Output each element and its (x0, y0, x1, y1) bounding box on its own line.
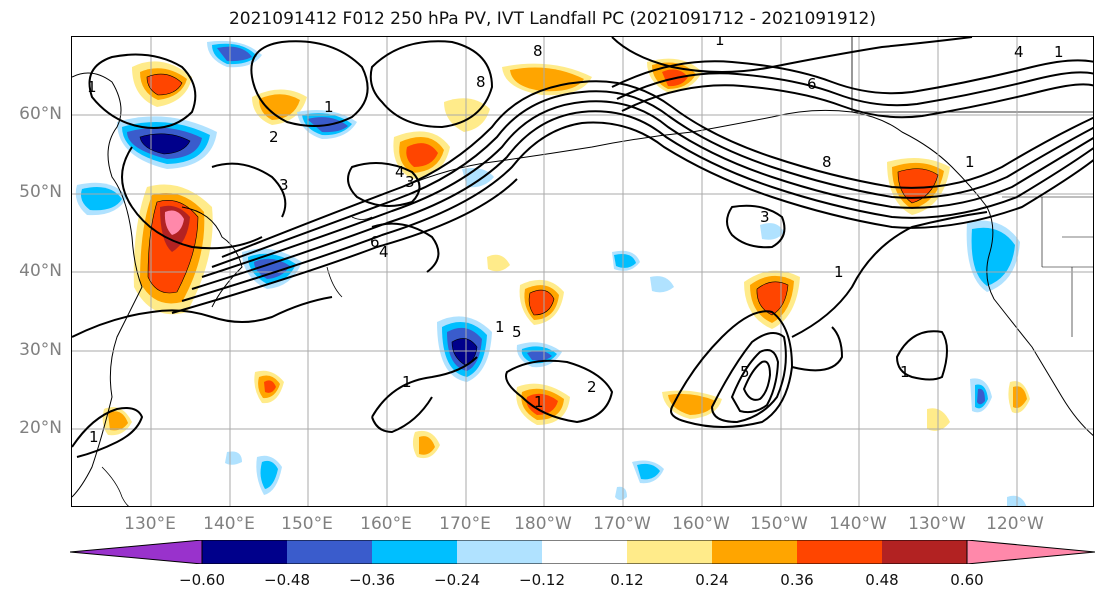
colorbar-segment (542, 540, 627, 564)
colorbar-tick-label: 0.60 (950, 571, 984, 589)
contour-label: 3 (279, 176, 289, 194)
map-panel[interactable]: 1 1 2 3 4 4 5 6 8 8 3 3 1 1 1 1 2 1 1 8 … (71, 36, 1094, 507)
contour-label: 6 (370, 233, 380, 251)
shaded-anomalies (75, 40, 1030, 506)
lat-label: 20°N (19, 418, 62, 438)
lat-label: 50°N (19, 182, 62, 202)
lon-label: 120°W (986, 514, 1044, 534)
shading-outlines (139, 73, 939, 366)
contour-label: 5 (512, 323, 522, 341)
lon-label: 140°E (203, 514, 255, 534)
contour-label: 1 (87, 78, 97, 96)
contour-label: 1 (715, 37, 725, 49)
lon-label: 150°E (281, 514, 333, 534)
contour-label: 1 (1054, 43, 1064, 61)
contour-label: 4 (1014, 43, 1024, 61)
colorbar-tick-label: −0.36 (349, 571, 395, 589)
colorbar-segment (627, 540, 712, 564)
contour-label: 1 (495, 318, 505, 336)
contour-label: 1 (534, 393, 544, 411)
map-canvas[interactable]: 1 1 2 3 4 4 5 6 8 8 3 3 1 1 1 1 2 1 1 8 … (72, 37, 1094, 507)
contour-label: 2 (269, 128, 279, 146)
lon-label: 140°W (829, 514, 887, 534)
coastlines (72, 37, 1093, 506)
colorbar-tick-label: 0.24 (695, 571, 729, 589)
contour-label: 3 (760, 208, 770, 226)
contour-label: 1 (402, 373, 412, 391)
lat-label: 60°N (19, 104, 62, 124)
lon-label: 170°W (593, 514, 651, 534)
lat-label: 30°N (19, 340, 62, 360)
contour-label: 1 (900, 363, 910, 381)
contour-label: 4 (395, 163, 405, 181)
lon-label: 170°E (439, 514, 491, 534)
lon-label: 180°W (514, 514, 572, 534)
contour-label: 8 (533, 42, 543, 60)
contour-label: 6 (807, 75, 817, 93)
contour-label: 8 (822, 153, 832, 171)
lon-label: 130°W (908, 514, 966, 534)
colorbar-segment (797, 540, 882, 564)
colorbar-tick-label: −0.24 (434, 571, 480, 589)
contour-label: 4 (379, 243, 389, 261)
contour-label: 1 (834, 263, 844, 281)
colorbar-tick-label: −0.60 (179, 571, 225, 589)
colorbar-tick-label: 0.12 (610, 571, 644, 589)
pv-contours (72, 37, 1093, 458)
lon-label: 160°E (360, 514, 412, 534)
gridlines (72, 37, 1093, 506)
colorbar-segment (372, 540, 457, 564)
colorbar-extend-min (70, 540, 203, 564)
lon-label: 160°W (672, 514, 730, 534)
contour-label: 1 (965, 153, 975, 171)
colorbar-tick-label: 0.48 (865, 571, 899, 589)
lon-label: 130°E (124, 514, 176, 534)
lat-label: 40°N (19, 261, 62, 281)
colorbar-tick-label: −0.12 (519, 571, 565, 589)
colorbar-segment (712, 540, 797, 564)
colorbar-extend-max (966, 540, 1095, 564)
contour-label: 5 (740, 363, 750, 381)
colorbar-tick-label: 0.36 (780, 571, 814, 589)
contour-label: 1 (89, 428, 99, 446)
contour-labels: 1 1 2 3 4 4 5 6 8 8 3 3 1 1 1 1 2 1 1 8 … (87, 37, 1064, 446)
colorbar-segment (882, 540, 967, 564)
colorbar-segment (202, 540, 287, 564)
colorbar-segment (457, 540, 542, 564)
contour-label: 3 (405, 173, 415, 191)
contour-label: 1 (324, 98, 334, 116)
colorbar-tick-label: −0.48 (264, 571, 310, 589)
colorbar (70, 540, 1095, 564)
contour-label: 8 (476, 73, 486, 91)
map-title: 2021091412 F012 250 hPa PV, IVT Landfall… (228, 9, 876, 29)
lon-label: 150°W (750, 514, 808, 534)
colorbar-segment (287, 540, 372, 564)
contour-label: 2 (587, 378, 597, 396)
